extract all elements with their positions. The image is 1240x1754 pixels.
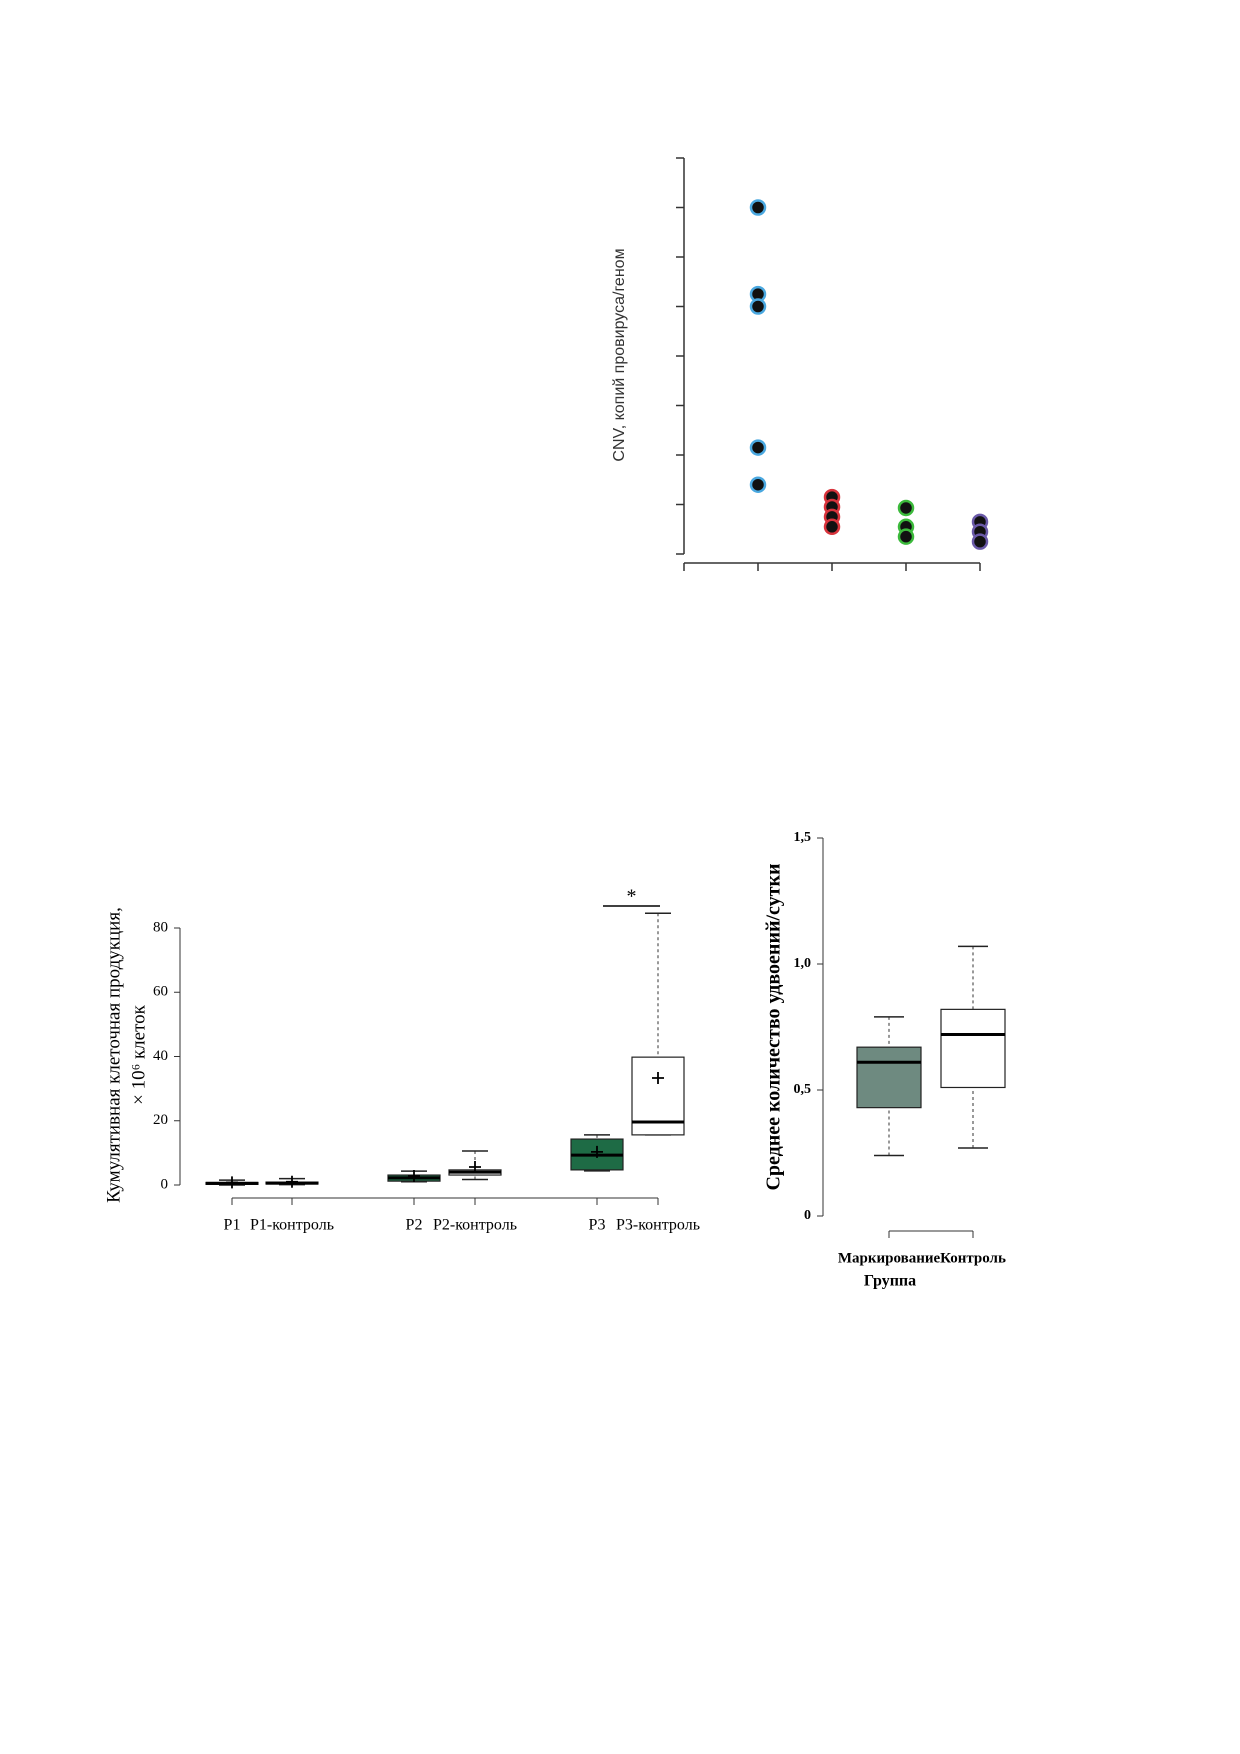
- x-tick-label: P1-контроль: [250, 1217, 334, 1234]
- y-axis-title: CNV, копий провируса/геном: [611, 248, 628, 461]
- x-tick-label: Маркирование: [838, 1250, 941, 1266]
- dot: [749, 298, 767, 315]
- x-tick-label: Контроль: [940, 1250, 1006, 1266]
- dot: [823, 518, 841, 536]
- y-axis-title: Кумулятивная клеточная продукция,: [103, 907, 124, 1203]
- y-tick-label: 1,5: [794, 830, 812, 845]
- dot: [749, 476, 767, 493]
- x-tick-label: P2: [406, 1217, 423, 1234]
- mean: [652, 1072, 664, 1085]
- mean: [286, 1175, 298, 1188]
- y-axis-title: × 10⁶ клеток: [128, 1004, 149, 1105]
- dot: [897, 499, 915, 517]
- mean: [226, 1176, 238, 1189]
- x-tick-label: P1: [224, 1217, 241, 1234]
- mean: [469, 1161, 481, 1174]
- y-tick-label: 20: [153, 1112, 168, 1128]
- dot: [749, 199, 767, 216]
- x-tick-label: P2-контроль: [433, 1217, 517, 1234]
- y-tick-label: 80: [153, 919, 168, 935]
- significance-label: *: [627, 886, 637, 908]
- dot: [971, 533, 989, 550]
- dot: [749, 439, 767, 456]
- y-axis-title: Среднее количество удвоений/сутки: [763, 863, 785, 1190]
- x-tick-label: P3: [589, 1217, 606, 1234]
- dot: [897, 528, 915, 545]
- x-tick-label: P3-контроль: [616, 1217, 700, 1234]
- y-tick-label: 0: [161, 1176, 169, 1192]
- y-tick-label: 0: [804, 1208, 811, 1223]
- y-tick-label: 60: [153, 984, 168, 1000]
- y-tick-label: 1,0: [794, 956, 812, 971]
- box: [940, 1008, 1006, 1089]
- x-axis-title: Группа: [864, 1273, 916, 1290]
- y-tick-label: 0,5: [794, 1082, 812, 1097]
- mean: [591, 1145, 603, 1158]
- y-tick-label: 40: [153, 1048, 168, 1064]
- box: [856, 1046, 922, 1109]
- mean: [408, 1170, 420, 1183]
